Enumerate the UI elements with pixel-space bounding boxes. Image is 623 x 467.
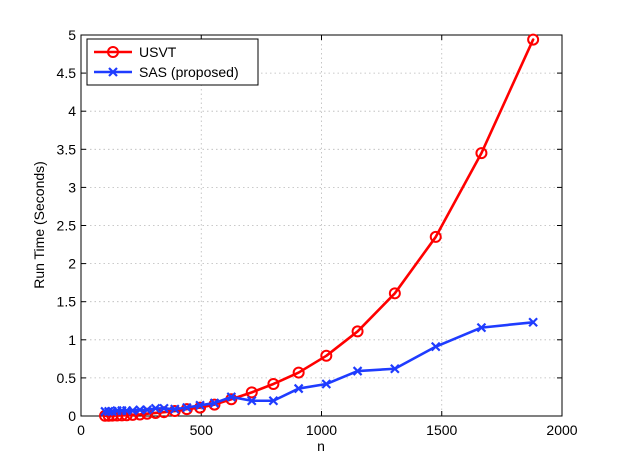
y-tick-label: 2 xyxy=(68,256,76,272)
y-tick-label: 0 xyxy=(68,408,76,424)
y-axis-label: Run Time (Seconds) xyxy=(31,161,47,289)
data-point-sas xyxy=(430,341,441,352)
legend-label-sas: SAS (proposed) xyxy=(139,64,239,80)
data-point-usvt xyxy=(267,377,280,390)
data-point-sas xyxy=(226,392,237,402)
legend-label-usvt: USVT xyxy=(139,44,177,60)
data-point-usvt xyxy=(429,230,442,243)
x-tick-label: 2000 xyxy=(546,422,577,438)
data-point-usvt xyxy=(245,386,258,399)
data-point-usvt xyxy=(320,349,333,362)
y-tick-label: 5 xyxy=(68,27,76,43)
y-tick-label: 1.5 xyxy=(57,294,77,310)
legend-entry-sas: SAS (proposed) xyxy=(94,64,239,80)
data-point-sas xyxy=(170,404,180,414)
data-point-usvt xyxy=(194,401,207,414)
data-point-sas xyxy=(476,322,487,333)
data-point-sas xyxy=(293,383,304,394)
x-axis-label: n xyxy=(317,438,325,454)
y-tick-label: 2.5 xyxy=(57,218,77,234)
y-tick-label: 1 xyxy=(68,332,76,348)
data-point-sas xyxy=(209,398,220,408)
y-tick-label: 4.5 xyxy=(57,65,77,81)
x-tick-label: 1500 xyxy=(426,422,457,438)
series xyxy=(99,33,540,422)
x-tick-label: 500 xyxy=(190,422,214,438)
y-tick-label: 3 xyxy=(68,179,76,195)
x-tick-label: 1000 xyxy=(306,422,337,438)
data-point-sas xyxy=(268,395,279,406)
tick-labels: 0 500 1000 1500 2000 0 0.5 1 1.5 2 2.5 3 3.5 4 4.5 5 xyxy=(57,27,578,438)
grid xyxy=(81,35,562,416)
data-point-sas xyxy=(195,400,205,411)
data-point-usvt xyxy=(388,287,401,300)
data-point-sas xyxy=(246,395,257,406)
legend: USVT SAS (proposed) xyxy=(86,38,259,86)
y-tick-label: 4 xyxy=(68,103,76,119)
data-point-usvt xyxy=(475,147,488,160)
data-point-sas xyxy=(159,403,169,414)
axes xyxy=(80,34,563,417)
y-tick-label: 0.5 xyxy=(57,370,77,386)
data-point-usvt xyxy=(351,325,364,338)
data-point-usvt xyxy=(292,366,305,379)
data-point-sas xyxy=(150,403,161,414)
data-point-sas xyxy=(390,363,400,374)
data-point-sas xyxy=(100,406,110,417)
legend-marker-sas xyxy=(108,67,118,77)
legend-entry-usvt: USVT xyxy=(94,44,177,60)
legend-marker-usvt xyxy=(107,46,119,58)
data-point-sas xyxy=(528,317,538,328)
y-tick-label: 3.5 xyxy=(57,141,77,157)
series-sas xyxy=(100,317,538,417)
data-point-sas xyxy=(182,402,192,413)
data-point-usvt xyxy=(168,405,181,418)
data-point-sas xyxy=(142,405,152,415)
data-point-usvt xyxy=(527,33,540,46)
data-point-sas xyxy=(321,379,332,389)
data-point-sas xyxy=(135,405,145,415)
data-point-sas xyxy=(103,406,114,417)
data-point-sas xyxy=(352,366,363,376)
x-tick-label: 0 xyxy=(77,422,85,438)
